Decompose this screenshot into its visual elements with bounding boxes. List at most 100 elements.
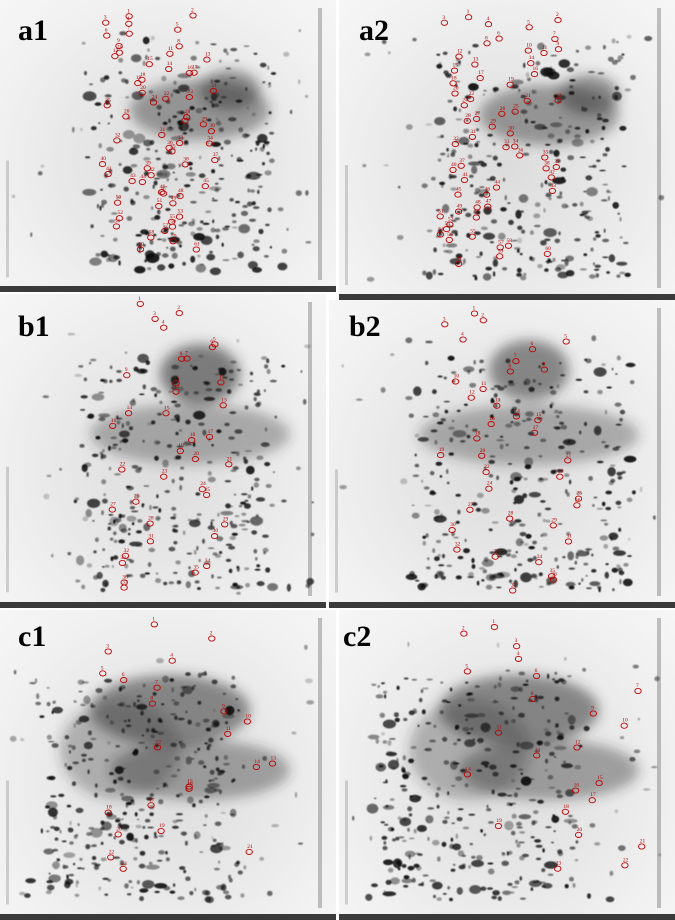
spot-number-a1-52: 52 <box>118 210 124 216</box>
gel-bottom-edge <box>339 294 675 300</box>
spot-number-a1-61: 61 <box>194 242 200 248</box>
spot-number-b2-36: 36 <box>551 572 557 578</box>
gel-background-smear <box>60 675 290 800</box>
spot-number-c2-13: 13 <box>535 747 541 753</box>
spot-circle-a1-51 <box>155 203 163 210</box>
spot-number-a1-25: 25 <box>105 97 111 103</box>
spot-number-a2-60: 60 <box>545 246 551 252</box>
spot-number-c2-6: 6 <box>535 668 538 674</box>
spot-number-a2-31: 31 <box>470 129 476 135</box>
spot-circle-a2-24 <box>460 102 468 109</box>
spot-circle-b1-16 <box>109 422 117 429</box>
spot-number-c2-5: 5 <box>465 663 468 669</box>
spot-number-a1-13: 13 <box>205 52 211 58</box>
spot-number-a1-42: 42 <box>149 167 155 173</box>
spot-circle-b1-14 <box>124 410 133 417</box>
spot-circle-a1-16 <box>185 70 194 77</box>
spot-number-a1-11: 11 <box>168 46 174 52</box>
spot-circle-c1-13 <box>268 760 277 767</box>
spot-circle-a1-3 <box>102 19 110 26</box>
spot-number-c1-23: 23 <box>121 861 127 867</box>
protein-spots <box>362 34 665 282</box>
spot-number-a2-19: 19 <box>508 77 514 83</box>
spot-number-a1-6: 6 <box>105 28 108 34</box>
spot-number-a2-58: 58 <box>507 238 513 244</box>
spot-number-a1-29: 29 <box>201 116 207 122</box>
spot-number-a1-24: 24 <box>152 95 158 101</box>
spot-number-a2-4: 4 <box>487 16 490 22</box>
spot-number-b2-3: 3 <box>443 316 446 322</box>
spot-number-c1-13: 13 <box>271 756 277 762</box>
spot-number-a1-1: 1 <box>127 8 130 14</box>
spot-circle-a2-29 <box>488 123 496 130</box>
panel-label-c1: c1 <box>18 620 47 653</box>
spot-circle-b2-18 <box>473 435 481 442</box>
spot-number-a2-17: 17 <box>478 70 484 76</box>
gel-bottom-edge <box>329 602 675 608</box>
spot-number-a1-54: 54 <box>114 218 120 224</box>
spot-number-a1-4: 4 <box>127 16 130 22</box>
spot-circle-c1-22 <box>107 854 115 861</box>
spot-circle-c2-5 <box>463 668 472 675</box>
spot-number-a2-25: 25 <box>513 104 519 110</box>
spot-circle-a2-17 <box>476 75 484 82</box>
spot-number-a1-22: 22 <box>164 91 170 97</box>
spot-circle-a2-7 <box>551 35 559 43</box>
spot-number-a2-29: 29 <box>490 119 496 125</box>
spot-number-b2-7: 7 <box>514 353 517 359</box>
spot-circle-a1-34 <box>205 140 214 147</box>
spot-number-a2-33: 33 <box>504 139 510 145</box>
spot-circle-a1-27 <box>181 117 189 124</box>
spot-number-b1-30: 30 <box>213 528 219 534</box>
spot-number-b1-24: 24 <box>200 481 206 487</box>
spot-number-b1-37: 37 <box>122 580 128 586</box>
spot-circle-a2-49 <box>454 208 463 215</box>
spot-number-a1-8: 8 <box>177 38 180 44</box>
spot-number-a2-13: 13 <box>473 57 479 63</box>
spot-number-b2-18: 18 <box>475 430 481 436</box>
spot-number-b2-12: 12 <box>469 390 475 396</box>
spot-circle-a2-43 <box>548 187 557 194</box>
spot-circle-a2-41 <box>460 176 469 184</box>
spot-number-a2-43: 43 <box>550 183 556 189</box>
gel-background-smear <box>130 70 270 140</box>
spot-number-a1-23: 23 <box>187 89 193 95</box>
spot-circle-b1-32 <box>121 552 130 559</box>
protein-spots <box>42 332 315 595</box>
spot-number-a2-61: 61 <box>457 256 463 262</box>
spot-circle-a2-14 <box>527 60 535 67</box>
spot-number-b2-16: 16 <box>489 416 495 422</box>
spot-circle-a2-57 <box>496 244 504 251</box>
spot-circle-b2-1 <box>470 310 479 317</box>
spot-circle-c2-11 <box>494 729 503 736</box>
spot-number-b2-14: 14 <box>514 408 520 414</box>
spot-number-b2-34: 34 <box>537 554 543 560</box>
spot-number-a1-16: 16 <box>187 65 193 71</box>
spot-number-a2-32: 32 <box>453 136 459 142</box>
spot-number-a1-27: 27 <box>183 113 189 119</box>
spot-number-a2-36: 36 <box>518 147 524 153</box>
spot-number-a1-58: 58 <box>149 230 155 236</box>
spot-circle-c1-11 <box>224 730 232 737</box>
spot-circle-a1-12 <box>111 53 119 60</box>
spot-circle-a1-45 <box>201 183 209 190</box>
spot-number-b1-28: 28 <box>148 516 154 522</box>
spot-circle-a2-2 <box>554 17 562 24</box>
spot-circle-a2-21 <box>523 97 531 104</box>
spot-number-c2-15: 15 <box>597 775 603 781</box>
spot-number-a1-17: 17 <box>192 65 198 71</box>
spot-circle-a2-33 <box>502 144 510 151</box>
spot-circle-a1-22 <box>162 95 170 102</box>
spot-number-a1-49: 49 <box>171 195 177 201</box>
spot-number-b1-10: 10 <box>219 374 225 380</box>
spot-circle-c1-12 <box>153 744 162 751</box>
panel-label-b1: b1 <box>18 310 50 343</box>
spot-circle-a2-12 <box>455 53 463 60</box>
spot-number-a2-3: 3 <box>442 15 445 21</box>
spot-number-b1-12: 12 <box>174 384 180 390</box>
spot-circle-a1-5 <box>174 26 182 33</box>
spot-number-b1-6: 6 <box>210 339 213 345</box>
spot-number-c1-1: 1 <box>152 616 155 622</box>
spot-circle-c1-23 <box>119 865 127 872</box>
